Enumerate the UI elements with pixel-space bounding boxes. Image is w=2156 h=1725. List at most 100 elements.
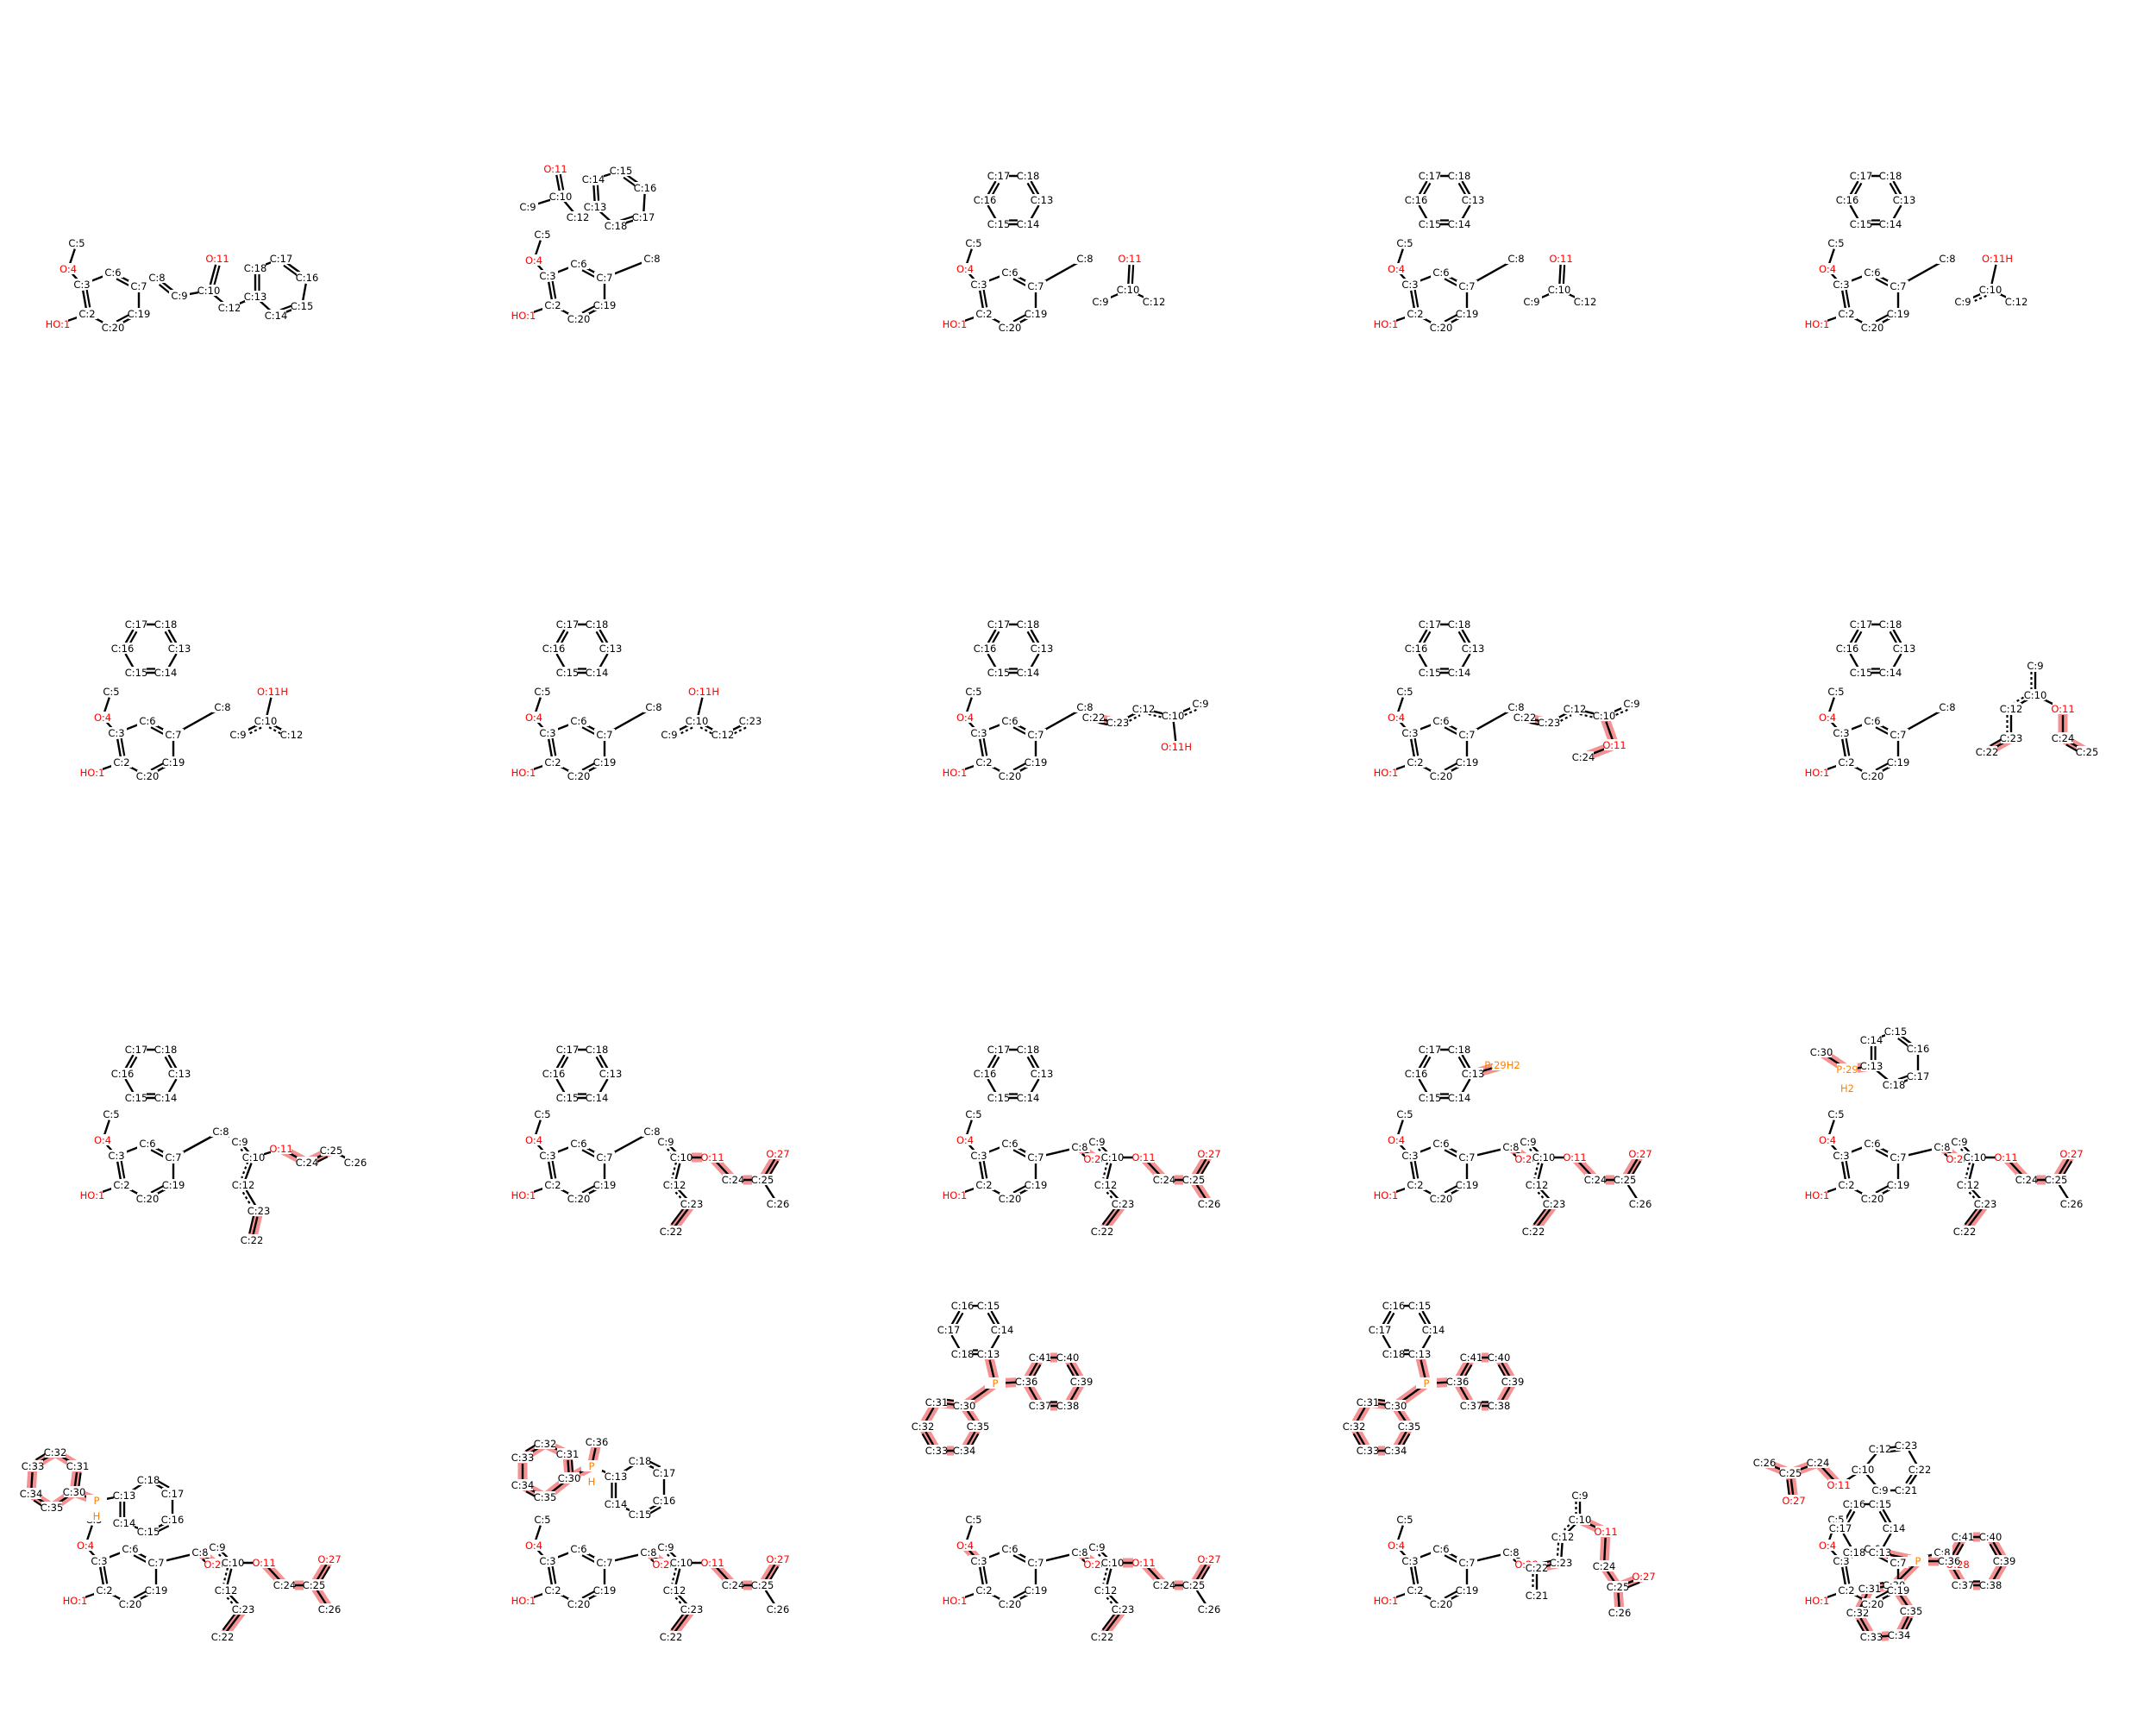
atom-label: C:3 xyxy=(1833,1555,1849,1567)
bond xyxy=(178,709,218,733)
atom-label: C:12 xyxy=(2000,703,2023,715)
atom-label-bg xyxy=(1859,1583,1880,1594)
atom-label-bg xyxy=(768,1148,788,1159)
atom-label: C:7 xyxy=(596,272,612,284)
atom-label: P xyxy=(993,1377,999,1389)
molecule-drawing: HO:1 C:2 C:3 O:4 C:5 C:6 C:7 C:8O:28 C:9 C:10 O:11… xyxy=(943,1044,1221,1238)
atom-label: O:11 xyxy=(1131,1151,1155,1164)
atom-label-bg xyxy=(1514,712,1535,723)
atom-label: C:2 xyxy=(1838,308,1854,320)
atom-label: C:13 xyxy=(168,643,191,655)
atom-label: C:14 xyxy=(1448,667,1471,679)
atom-label: O:11 xyxy=(1118,253,1141,265)
atom-label: C:13 xyxy=(1462,643,1485,655)
atom-label-bg xyxy=(605,1471,626,1482)
atom-label: C:7 xyxy=(1890,280,1906,292)
atom-label-bg xyxy=(768,1198,788,1209)
atom-label: C:23 xyxy=(232,1603,255,1615)
atom-label: C:18 xyxy=(1879,170,1902,182)
atom-label-bg xyxy=(1025,756,1046,768)
bond xyxy=(548,1161,553,1180)
atom-label-bg xyxy=(659,729,680,740)
atom-label: C:6 xyxy=(104,267,121,279)
atom-label: P xyxy=(589,1460,595,1472)
atom-label-bg xyxy=(297,1157,317,1168)
atom-label: C:8 xyxy=(1071,1141,1087,1153)
bond xyxy=(1892,204,1902,220)
atom-label-bg xyxy=(1018,218,1038,229)
atom-label-bg xyxy=(1095,1584,1116,1596)
atom-label: C:9 xyxy=(209,1541,225,1553)
atom-label-bg xyxy=(1405,1179,1426,1190)
atom-label: C:22 xyxy=(1522,1226,1545,1238)
bond xyxy=(592,1447,597,1461)
bond xyxy=(1461,1078,1471,1094)
atom-label: C:18 xyxy=(1879,618,1902,630)
atom-label: C:2 xyxy=(975,756,992,768)
atom-label: H2 xyxy=(1840,1082,1854,1095)
atom-label: C:9 xyxy=(171,290,187,302)
atom-label-bg xyxy=(1826,686,1846,697)
atom-label-bg xyxy=(1836,756,1857,768)
atom-label-bg xyxy=(1817,1134,1838,1145)
double-bond-line xyxy=(248,1215,255,1234)
atom-label: C:19 xyxy=(1025,308,1048,320)
aromatic-bond-line xyxy=(1528,1148,1538,1157)
atom-label: C:5 xyxy=(534,1514,550,1526)
molecule-drawing: HO:1 C:2 C:3 O:4 C:5 C:6 C:7 C:8 C:9 C:10 O:11H C:1… xyxy=(511,618,761,782)
atom-label: C:8 xyxy=(1939,253,1955,265)
atom-label: C:12 xyxy=(1551,1531,1575,1543)
atom-label: C:19 xyxy=(1456,1584,1479,1596)
atom-label-bg xyxy=(1000,770,1020,781)
double-bond-line xyxy=(1413,289,1420,308)
atom-label-bg xyxy=(1133,703,1154,714)
bond xyxy=(1882,1509,1892,1524)
atom-label-bg xyxy=(1575,296,1595,307)
atom-label: C:33 xyxy=(1860,1631,1883,1643)
atom-label: C:26 xyxy=(1629,1198,1652,1210)
atom-label-bg xyxy=(583,173,604,185)
atom-label: C:17 xyxy=(987,1044,1011,1056)
atom-label: C:5 xyxy=(965,1108,981,1120)
atom-label-bg xyxy=(1894,643,1915,654)
atom-label: C:9 xyxy=(1571,1490,1588,1502)
atom-label: C:8 xyxy=(645,701,661,713)
atom-label: C:25 xyxy=(1182,1174,1206,1186)
atom-label: C:9 xyxy=(1088,1136,1105,1148)
bond xyxy=(1397,1120,1404,1135)
atom-label: C:19 xyxy=(593,756,617,768)
molecule-drawing: HO:1 C:2 C:3 O:4 C:5 C:6 C:7 C:8 C:9 C:10 O:11 C:12… xyxy=(511,163,662,325)
atom-label: C:17 xyxy=(1829,1522,1852,1534)
atom-label: C:3 xyxy=(970,1555,987,1567)
atom-label-bg xyxy=(163,756,184,768)
atom-label-bg xyxy=(169,1068,190,1079)
atom-label: C:16 xyxy=(542,643,566,655)
atom-label-bg xyxy=(1501,1546,1521,1558)
atom-label: C:9 xyxy=(1951,1136,1967,1148)
atom-label-bg xyxy=(1423,1324,1444,1335)
atom-label: C:18 xyxy=(586,1044,609,1056)
atom-label: C:2 xyxy=(1407,1584,1423,1596)
bond xyxy=(252,1216,259,1235)
atom-label-bg xyxy=(1183,1579,1204,1590)
bond xyxy=(1626,1184,1639,1200)
bond xyxy=(226,1568,233,1585)
atom-label: C:6 xyxy=(122,1543,138,1555)
atom-label: O:4 xyxy=(1819,1540,1836,1552)
atom-label-bg xyxy=(233,1179,254,1190)
bond xyxy=(1903,1147,1937,1157)
atom-label: C:14 xyxy=(1017,1092,1040,1104)
atom-label: C:6 xyxy=(570,1543,586,1555)
atom-label: C:17 xyxy=(632,211,655,223)
atom-label: C:5 xyxy=(1827,237,1844,249)
atom-label-bg xyxy=(681,1198,702,1209)
atom-label-bg xyxy=(1807,767,1827,778)
atom-label-bg xyxy=(568,1138,589,1149)
atom-label-bg xyxy=(163,729,184,740)
atom-label-bg xyxy=(1449,218,1470,229)
atom-label-bg xyxy=(1457,729,1477,740)
atom-label-bg xyxy=(1357,1396,1378,1408)
atom-label: C:16 xyxy=(653,1495,676,1507)
atom-label: C:16 xyxy=(974,643,997,655)
bond xyxy=(1828,1120,1835,1135)
